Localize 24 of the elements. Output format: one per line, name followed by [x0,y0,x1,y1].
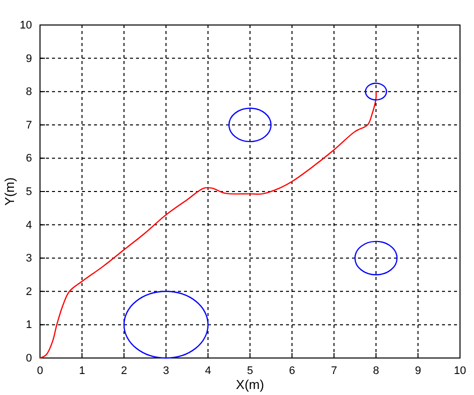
x-tick-label: 10 [454,364,466,377]
y-tick-label: 2 [26,286,32,298]
y-tick-label: 9 [26,52,32,65]
y-tick-label: 1 [26,319,32,332]
y-tick-label: 6 [26,152,32,165]
x-tick-label: 0 [36,364,44,377]
y-tick-label: 5 [26,186,32,198]
x-tick-label: 8 [372,364,380,377]
x-tick-label: 1 [78,364,86,377]
x-tick-label: 9 [414,364,422,377]
x-axis-title: X(m) [236,377,264,392]
x-tick-label: 6 [288,364,296,377]
x-tick-label: 7 [330,364,338,377]
x-tick-label: 2 [120,364,128,377]
y-tick-label: 7 [26,119,32,132]
x-tick-label: 5 [246,364,254,377]
y-tick-label: 4 [26,219,32,232]
x-tick-label: 3 [162,364,170,377]
y-tick-label: 0 [26,352,32,365]
x-tick-label: 4 [204,364,212,377]
y-tick-label: 8 [26,86,32,98]
y-tick-label: 3 [26,252,32,265]
y-tick-label: 10 [20,20,32,32]
y-axis-title: Y(m) [2,177,17,206]
